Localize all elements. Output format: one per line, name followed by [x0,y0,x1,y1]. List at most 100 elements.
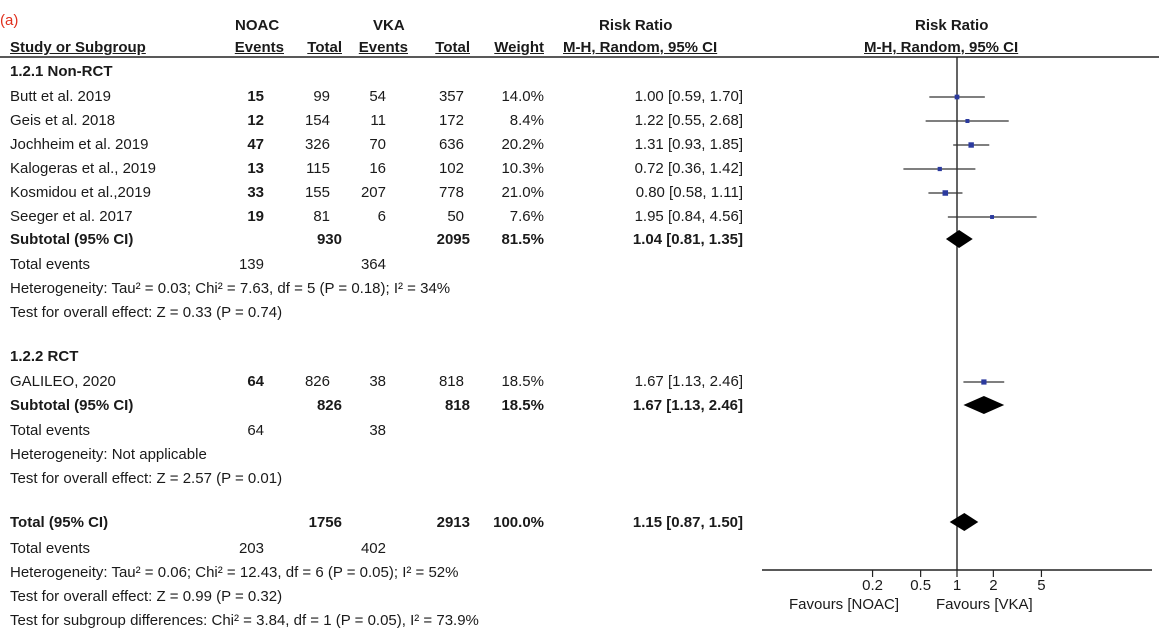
x-tick-label: 2 [989,577,997,594]
plot-title: Risk Ratio [915,17,989,34]
total-total2: 2913 [436,514,470,531]
total-events-label: Total events [10,540,91,557]
x-tick-label: 0.5 [910,577,931,594]
subgroup2-title: 1.2.2 RCT [10,348,79,365]
pooled-diamond [949,513,979,531]
study-point [942,190,949,196]
subgroup2-subtotal-weight: 18.5% [501,397,544,414]
study-weight: 10.3% [501,160,544,177]
col-total2-header: Total [435,39,470,56]
rr-column-title: Risk Ratio [599,17,673,34]
study-name: Kalogeras et al., 2019 [10,160,156,177]
study-events2: 70 [369,136,386,153]
study-total1: 81 [313,208,330,225]
study-point [965,118,970,124]
total-weight: 100.0% [493,514,544,531]
col-weight-header: Weight [494,39,544,56]
study-name: Geis et al. 2018 [10,112,116,129]
subgroup2-subtotal-label: Subtotal (95% CI) [10,397,134,414]
study-weight: 20.2% [501,136,544,153]
study-events2: 6 [377,208,386,225]
study-ci: 0.72 [0.36, 1.42] [634,160,743,177]
group2-header: VKA [373,17,405,34]
subgroup1-events1: 139 [238,256,264,273]
subgroup2-overall-effect: Test for overall effect: Z = 2.57 (P = 0… [10,470,283,487]
pooled-diamond [945,230,973,248]
subgroup1-overall-effect: Test for overall effect: Z = 0.33 (P = 0… [10,304,283,321]
study-point [954,94,960,100]
study-name: Seeger et al. 2017 [10,208,133,225]
study-weight: 21.0% [501,184,544,201]
study-name: Jochheim et al. 2019 [10,136,149,153]
study-point [968,142,974,148]
total-ci: 1.15 [0.87, 1.50] [632,514,743,531]
study-name: Kosmidou et al.,2019 [10,184,151,201]
subgroup1-events-label: Total events [10,256,91,273]
group1-header: NOAC [235,17,280,34]
total-overall-effect: Test for overall effect: Z = 0.99 (P = 0… [10,588,283,605]
study-ci: 1.31 [0.93, 1.85] [634,136,743,153]
total-total1: 1756 [308,514,342,531]
col-total1-header: Total [307,39,342,56]
subgroup1-subtotal-ci: 1.04 [0.81, 1.35] [632,231,743,248]
col-study-header: Study or Subgroup [10,39,146,56]
subgroup2-events2: 38 [369,422,386,439]
study-total2: 172 [438,112,464,129]
plot-ci-header: M-H, Random, 95% CI [864,39,1019,56]
subgroup1-events2: 364 [360,256,386,273]
study-events2: 16 [369,160,386,177]
pooled-diamond [963,396,1005,414]
study-events1: 12 [247,112,264,129]
x-tick-label: 1 [953,577,961,594]
study-total2: 357 [438,88,464,105]
subgroup2-events1: 64 [247,422,264,439]
study-ci: 1.67 [1.13, 2.46] [634,373,743,390]
x-tick-label: 0.2 [862,577,883,594]
favours-noac-label: Favours [NOAC] [789,596,900,613]
study-events2: 54 [369,88,386,105]
study-total2: 636 [438,136,464,153]
study-total1: 154 [304,112,330,129]
study-weight: 18.5% [501,373,544,390]
study-events1: 47 [247,136,264,153]
total-label: Total (95% CI) [10,514,109,531]
x-tick-label: 5 [1037,577,1045,594]
study-total2: 102 [438,160,464,177]
panel-label: (a) [0,12,19,29]
study-point [981,379,987,385]
subgroup1-subtotal-total2: 2095 [436,231,470,248]
study-total1: 155 [304,184,330,201]
study-total1: 99 [313,88,330,105]
study-events1: 15 [247,88,264,105]
study-name: Butt et al. 2019 [10,88,111,105]
subgroup2-subtotal-ci: 1.67 [1.13, 2.46] [632,397,743,414]
study-total2: 778 [438,184,464,201]
subgroup1-subtotal-label: Subtotal (95% CI) [10,231,134,248]
total-heterogeneity: Heterogeneity: Tau² = 0.06; Chi² = 12.43… [10,564,459,581]
study-events2: 38 [369,373,386,390]
col-ci-header: M-H, Random, 95% CI [563,39,718,56]
study-name: GALILEO, 2020 [10,373,116,390]
study-events1: 33 [247,184,264,201]
study-events1: 13 [247,160,264,177]
study-total2: 818 [438,373,464,390]
study-ci: 1.95 [0.84, 4.56] [634,208,743,225]
study-ci: 1.00 [0.59, 1.70] [634,88,743,105]
study-total1: 826 [304,373,330,390]
study-events1: 64 [247,373,264,390]
study-ci: 1.22 [0.55, 2.68] [634,112,743,129]
study-total2: 50 [447,208,464,225]
study-ci: 0.80 [0.58, 1.11] [635,184,743,201]
subgroup2-subtotal-total2: 818 [444,397,470,414]
total-events2: 402 [360,540,386,557]
subgroup2-events-label: Total events [10,422,91,439]
subgroup2-heterogeneity: Heterogeneity: Not applicable [10,446,207,463]
total-events1: 203 [238,540,264,557]
study-weight: 8.4% [509,112,544,129]
study-point [937,166,942,172]
study-total1: 326 [304,136,330,153]
study-events1: 19 [247,208,264,225]
subgroup-differences: Test for subgroup differences: Chi² = 3.… [10,612,479,629]
subgroup1-title: 1.2.1 Non-RCT [10,63,113,80]
